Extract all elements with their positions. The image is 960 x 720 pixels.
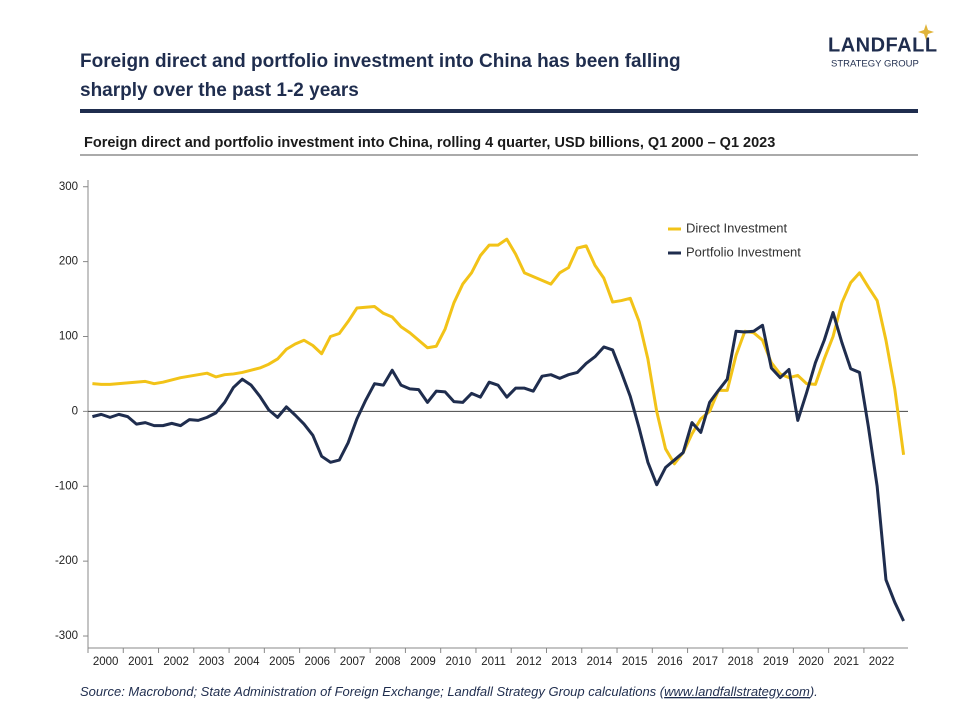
- x-tick-label: 2014: [587, 656, 613, 668]
- x-tick-label: 2018: [728, 656, 754, 668]
- x-tick-label: 2017: [692, 656, 718, 668]
- y-tick-label: 200: [59, 256, 78, 268]
- x-tick-label: 2016: [657, 656, 683, 668]
- x-tick-label: 2005: [269, 656, 295, 668]
- y-tick-label: 300: [59, 181, 78, 193]
- x-tick-label: 2015: [622, 656, 648, 668]
- title: sharply over the past 1-2 years: [80, 80, 359, 101]
- y-tick-label: 100: [59, 331, 78, 343]
- chart-title: Foreign direct and portfolio investment …: [84, 135, 775, 151]
- y-tick-label: 0: [72, 405, 78, 417]
- legend-label: Direct Investment: [686, 220, 788, 235]
- title: Foreign direct and portfolio investment …: [80, 51, 681, 72]
- x-tick-label: 2013: [551, 656, 577, 668]
- x-tick-label: 2020: [798, 656, 824, 668]
- series-line: [92, 237, 906, 466]
- y-tick-label: -100: [55, 480, 78, 492]
- x-tick-label: 2011: [481, 656, 506, 668]
- header-rule: [80, 109, 918, 113]
- y-tick-label: -300: [55, 630, 78, 642]
- x-tick-label: 2010: [446, 656, 472, 668]
- logo-sub: STRATEGY GROUP: [831, 59, 919, 70]
- source-link[interactable]: www.landfallstrategy.com: [664, 684, 810, 699]
- x-tick-label: 2007: [340, 656, 366, 668]
- x-tick-label: 2004: [234, 656, 260, 668]
- x-tick-label: 2019: [763, 656, 789, 668]
- y-tick-label: -200: [55, 555, 78, 567]
- x-tick-label: 2008: [375, 656, 401, 668]
- x-tick-label: 2003: [199, 656, 225, 668]
- source-text: Source: Macrobond; State Administration …: [80, 684, 666, 699]
- x-tick-label: 2021: [833, 656, 859, 668]
- x-tick-label: 2000: [93, 656, 119, 668]
- x-tick-label: 2006: [304, 656, 330, 668]
- source: Source: Macrobond; State Administration …: [80, 684, 818, 699]
- x-tick-label: 2009: [410, 656, 436, 668]
- series-line: [92, 311, 905, 622]
- legend-label: Portfolio Investment: [686, 244, 801, 259]
- x-tick-label: 2001: [128, 656, 154, 668]
- logo-star: [918, 24, 934, 40]
- x-tick-label: 2002: [163, 656, 189, 668]
- plot: -300 -200 -100 0 100 200 300 2000 2001 2002 2003 20…: [55, 180, 908, 668]
- logo-name: LANDFALL: [828, 34, 938, 56]
- x-tick-label: 2022: [869, 656, 895, 668]
- source-text: ).: [808, 684, 818, 699]
- x-tick-label: 2012: [516, 656, 542, 668]
